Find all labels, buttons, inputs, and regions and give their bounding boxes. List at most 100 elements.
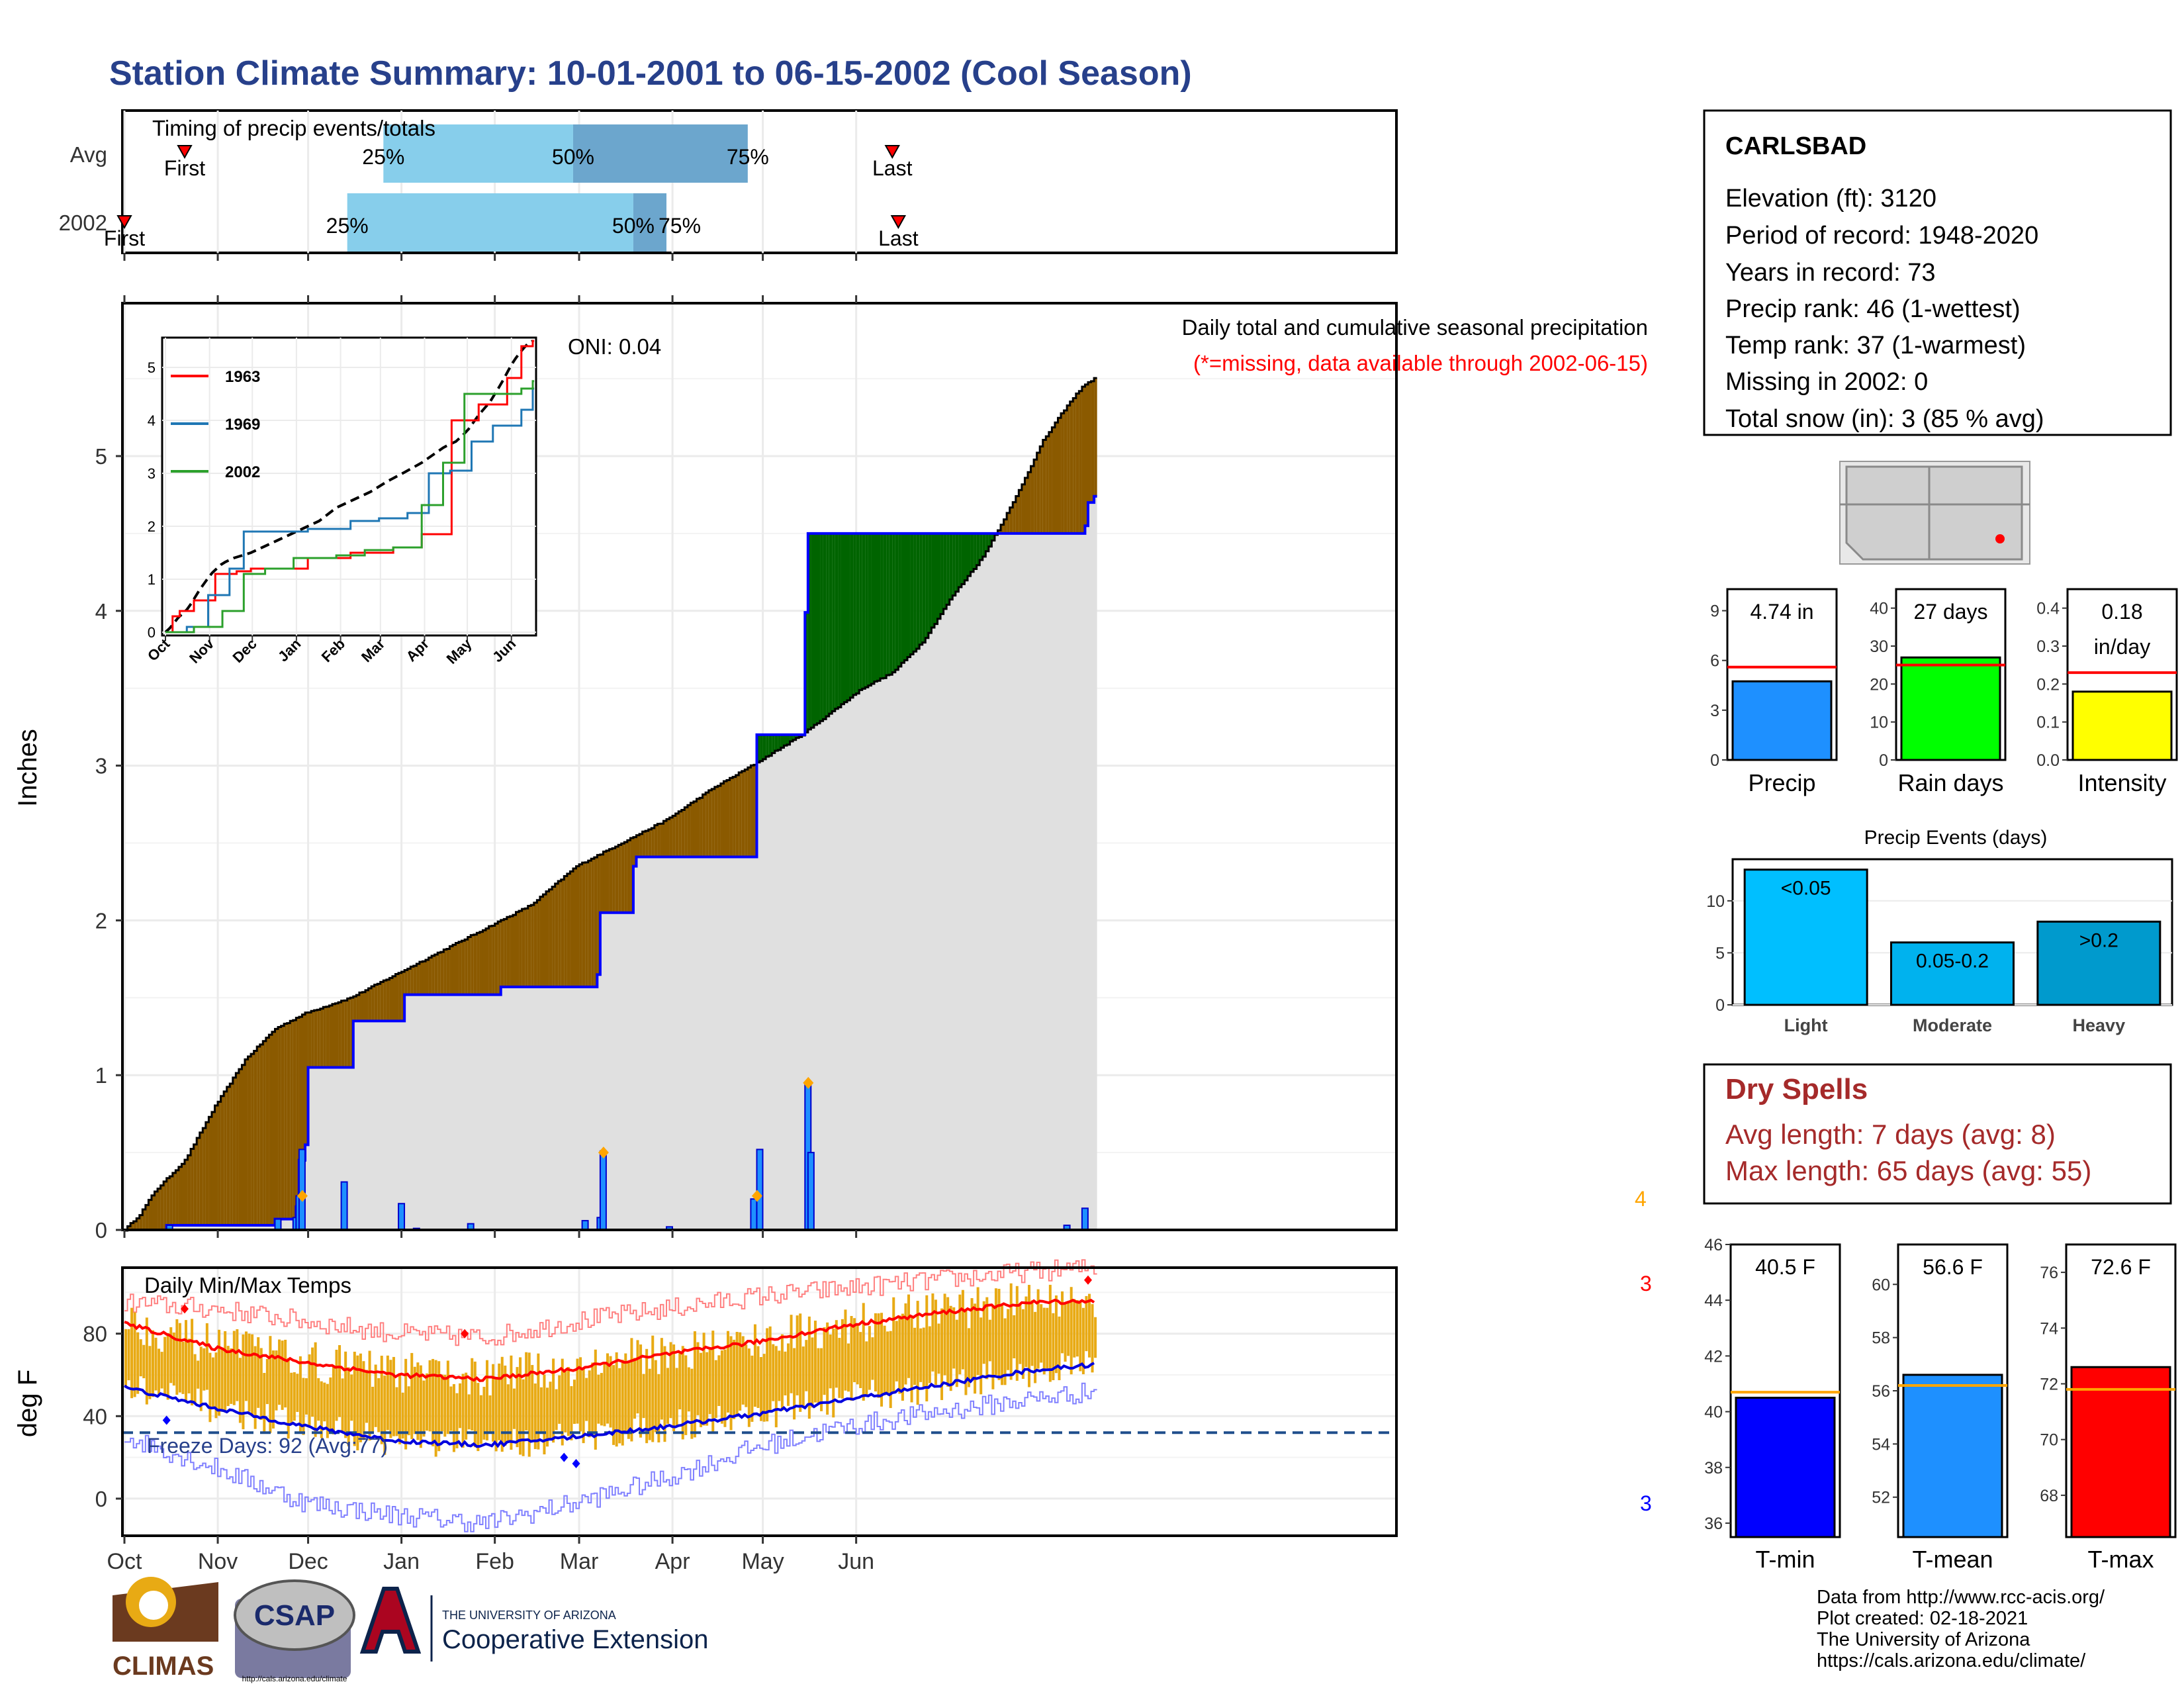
below-average-area (522, 909, 525, 987)
above-average-area (919, 533, 923, 645)
timing-pct-label: 50% (552, 145, 594, 169)
climas-logo-text: CLIMAS (113, 1652, 214, 1681)
below-average-area (395, 974, 399, 1021)
summary-y-tick-label: 6 (1710, 652, 1719, 671)
below-average-area (585, 862, 588, 987)
below-average-area (205, 1122, 209, 1225)
ua-block-a-icon (359, 1587, 422, 1654)
below-average-area (320, 1008, 324, 1068)
below-average-area (1081, 387, 1085, 534)
below-average-area (265, 1037, 269, 1225)
above-average-area (946, 533, 950, 605)
below-average-area (700, 798, 703, 857)
daily-temp-bar (269, 1336, 272, 1433)
summary-y-tick-label: 0.4 (2036, 600, 2060, 618)
precip-events-bar-label: <0.05 (1781, 878, 1831, 900)
above-average-area (820, 533, 823, 722)
daily-temp-bar (1009, 1283, 1013, 1380)
daily-temp-bar (618, 1368, 621, 1444)
below-average-area (428, 957, 432, 995)
daily-temp-bar (1058, 1316, 1061, 1381)
daily-temp-bar (1013, 1315, 1016, 1359)
daily-temp-bar (642, 1374, 645, 1419)
daily-temp-bar (636, 1340, 639, 1414)
daily-temp-bar (937, 1323, 940, 1374)
daily-temp-bar (805, 1340, 808, 1391)
below-average-area (404, 970, 408, 995)
precip-y-tick-label: 5 (95, 444, 107, 469)
summary-y-tick-label: 38 (1704, 1459, 1723, 1477)
daily-temp-bar (224, 1331, 227, 1413)
temps-x-tick-label: May (741, 1549, 784, 1574)
below-average-area (669, 817, 673, 857)
above-average-area (974, 533, 977, 569)
daily-temp-bar (323, 1382, 326, 1422)
daily-temp-bar (991, 1306, 995, 1389)
precip-title: Daily total and cumulative seasonal prec… (1182, 315, 1648, 340)
daily-temp-bar (245, 1331, 248, 1401)
daily-temp-bar (856, 1325, 859, 1385)
below-average-area (1067, 405, 1070, 534)
daily-temp-bar (1001, 1305, 1004, 1385)
daily-temp-bar (892, 1297, 895, 1392)
below-average-area (657, 823, 660, 857)
below-average-area (302, 1014, 306, 1160)
below-average-area (663, 821, 667, 857)
daily-temp-bar (606, 1353, 609, 1424)
daily-temp-bar (708, 1348, 711, 1415)
daily-temp-bar (362, 1361, 365, 1440)
daily-temp-bar (214, 1352, 218, 1419)
above-average-area (916, 533, 920, 649)
daily-temp-bar (522, 1379, 525, 1456)
daily-temp-bar (298, 1356, 302, 1433)
daily-temp-bar (751, 1355, 754, 1422)
below-average-area (1064, 410, 1068, 534)
daily-temp-bar (666, 1368, 669, 1424)
daily-temp-bar (371, 1386, 375, 1432)
daily-temp-bar (693, 1331, 696, 1438)
below-average-area (531, 905, 534, 987)
above-average-area (853, 533, 856, 695)
inset-y-tick-label: 0 (148, 624, 156, 641)
first-event-marker-icon (116, 215, 132, 230)
below-average-area (672, 816, 676, 857)
average-cumulative-line (124, 377, 1097, 1232)
daily-temp-bar (796, 1315, 799, 1395)
summary-y-tick-label: 0.1 (2036, 714, 2060, 732)
daily-temp-bar (404, 1358, 408, 1450)
below-average-area (335, 1003, 339, 1068)
daily-temp-bar (1019, 1303, 1022, 1364)
daily-temp-bar (230, 1348, 233, 1404)
daily-temp-bar (700, 1352, 703, 1428)
below-average-area (230, 1083, 233, 1225)
above-average-area (829, 533, 833, 714)
daily-temp-bar (242, 1334, 245, 1430)
below-average-area (275, 1029, 279, 1219)
daily-temp-bar (169, 1327, 173, 1383)
below-average-area (133, 1221, 137, 1230)
below-average-area (347, 998, 351, 1068)
daily-temp-bar (151, 1330, 154, 1397)
above-average-area (958, 533, 962, 587)
daily-temp-bar (516, 1367, 519, 1448)
timing-bar-25-50 (347, 193, 633, 252)
above-average-area (817, 533, 821, 724)
below-average-area (516, 912, 520, 987)
below-average-area (341, 1000, 345, 1068)
below-average-area (199, 1132, 203, 1225)
below-average-area (1052, 427, 1055, 534)
daily-temp-bar (621, 1360, 624, 1446)
summary-y-tick-label: 40 (1870, 600, 1888, 618)
below-average-area (561, 879, 565, 987)
precip-events-category-label: Moderate (1913, 1015, 1992, 1035)
daily-temp-bar (922, 1327, 925, 1388)
daily-temp-bar (422, 1380, 426, 1437)
daily-temp-bar (533, 1383, 537, 1450)
below-average-area (576, 866, 580, 987)
station-info-box: CARLSBAD Elevation (ft): 3120 Period of … (1703, 109, 2172, 436)
daily-temp-bar (627, 1360, 630, 1439)
below-average-area (733, 776, 736, 857)
below-average-area (452, 945, 456, 995)
below-average-area (747, 767, 751, 857)
daily-temp-bar (949, 1305, 952, 1391)
